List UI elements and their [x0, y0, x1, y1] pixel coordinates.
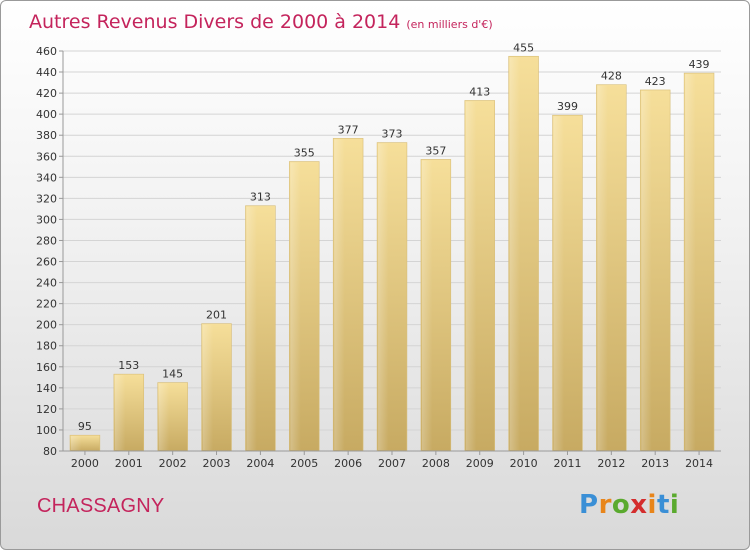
brand-letter: i — [647, 490, 657, 520]
bar-value-label: 357 — [425, 144, 446, 157]
bar-highlight — [509, 57, 521, 451]
bar-value-label: 413 — [469, 85, 490, 98]
bar-highlight — [553, 116, 564, 451]
bar-highlight — [202, 324, 214, 450]
chart-unit: (en milliers d'€) — [406, 18, 493, 31]
y-axis: 80 100 120 140 160 180 200 220 240 260 280 300 320 34… — [36, 45, 64, 458]
bar-value-label: 399 — [557, 100, 578, 113]
x-tick-label: 2012 — [597, 457, 625, 470]
y-tick-label: 460 — [36, 45, 57, 58]
x-tick-label: 2010 — [510, 457, 538, 470]
x-tick-label: 2002 — [159, 457, 187, 470]
bar-value-label: 153 — [118, 359, 139, 372]
bar-value-label: 373 — [382, 128, 403, 141]
x-tick-label: 2000 — [71, 457, 99, 470]
y-tick-label: 280 — [36, 234, 57, 247]
commune-name: CHASSAGNY — [37, 495, 165, 517]
brand-letter: x — [630, 490, 648, 520]
y-tick-label: 400 — [36, 108, 57, 121]
x-tick-label: 2014 — [685, 457, 713, 470]
bar-highlight — [334, 139, 345, 451]
bar-value-label: 428 — [601, 70, 622, 83]
x-tick-label: 2006 — [334, 457, 362, 470]
brand-letter: o — [611, 490, 631, 520]
brand-letter: i — [669, 490, 680, 520]
y-tick-label: 160 — [36, 361, 57, 374]
x-tick-label: 2011 — [553, 457, 581, 470]
bar-value-label: 355 — [294, 147, 315, 160]
bars: 95 153 145 201 313 355 377 373 357 413 455 399 428 42… — [69, 41, 715, 452]
bar-highlight — [158, 383, 170, 450]
brand-letter: t — [656, 490, 670, 520]
x-tick-label: 2003 — [203, 457, 231, 470]
x-axis: 2000 2001 2002 2003 2004 2005 2006 2007 2008 2009… — [63, 450, 721, 470]
bar-value-label: 95 — [78, 420, 92, 433]
chart-title: Autres Revenus Divers de 2000 à 2014 (en … — [29, 11, 493, 33]
x-tick-label: 2004 — [246, 457, 274, 470]
y-tick-label: 240 — [36, 277, 57, 290]
x-tick-label: 2007 — [378, 457, 406, 470]
proxiti-logo: Proxiti — [579, 490, 679, 520]
y-tick-label: 100 — [36, 424, 57, 437]
y-tick-label: 220 — [36, 298, 57, 311]
bar-highlight — [597, 85, 608, 451]
y-tick-label: 440 — [36, 66, 57, 79]
bar-value-label: 423 — [645, 75, 666, 88]
bar-value-label: 201 — [206, 309, 227, 322]
bar-value-label: 377 — [338, 123, 359, 136]
bar-highlight — [290, 162, 301, 451]
bar-value-label: 439 — [689, 58, 710, 71]
bar-highlight — [685, 74, 696, 451]
x-tick-label: 2013 — [641, 457, 669, 470]
y-tick-label: 360 — [36, 150, 57, 163]
y-tick-label: 320 — [36, 192, 57, 205]
bar-highlight — [465, 101, 477, 450]
x-tick-label: 2009 — [466, 457, 494, 470]
y-tick-label: 300 — [36, 213, 57, 226]
bar-highlight — [71, 436, 82, 450]
y-tick-label: 80 — [43, 445, 57, 458]
y-tick-label: 420 — [36, 87, 57, 100]
bar-value-label: 313 — [250, 191, 271, 204]
bar-value-label: 145 — [162, 368, 183, 381]
x-tick-label: 2008 — [422, 457, 450, 470]
y-tick-label: 200 — [36, 319, 57, 332]
y-tick-label: 140 — [36, 382, 57, 395]
bar-highlight — [114, 375, 126, 450]
y-tick-label: 380 — [36, 129, 57, 142]
brand-letter: P — [579, 490, 599, 520]
y-tick-label: 260 — [36, 256, 57, 269]
y-tick-label: 340 — [36, 171, 57, 184]
bar-highlight — [421, 160, 433, 450]
bar-highlight — [641, 90, 652, 451]
y-tick-label: 180 — [36, 340, 57, 353]
x-tick-label: 2005 — [290, 457, 318, 470]
y-tick-label: 120 — [36, 403, 57, 416]
chart-title-text: Autres Revenus Divers de 2000 à 2014 — [29, 11, 401, 33]
x-tick-label: 2001 — [115, 457, 143, 470]
brand-letter: r — [598, 490, 612, 520]
bar-highlight — [246, 206, 257, 450]
bar-value-label: 455 — [513, 41, 534, 54]
bar-highlight — [378, 143, 389, 450]
